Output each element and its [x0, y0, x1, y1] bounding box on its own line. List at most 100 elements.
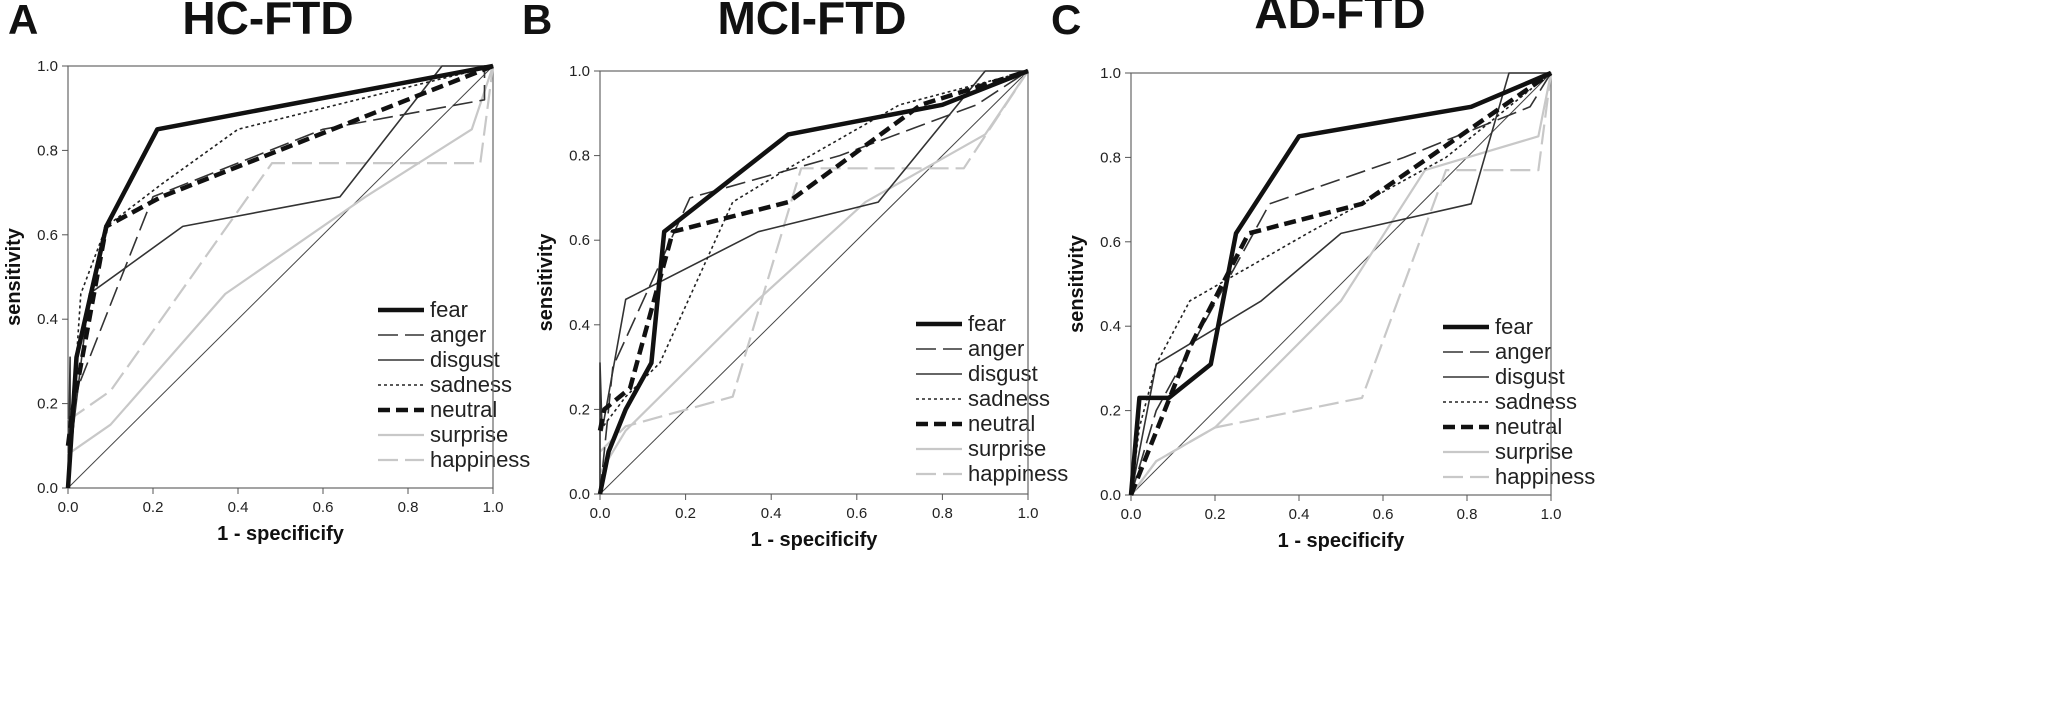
y-tick-label: 0.4: [569, 317, 590, 334]
panel-letter: A: [8, 0, 38, 43]
x-tick-label: 0.6: [846, 505, 867, 522]
y-tick-label: 0.8: [1100, 149, 1121, 166]
y-axis-label: sensitivity: [535, 233, 557, 332]
legend-label-surprise: surprise: [1495, 439, 1573, 464]
legend-label-disgust: disgust: [430, 347, 500, 372]
legend-label-fear: fear: [430, 297, 468, 322]
y-tick-label: 0.0: [569, 486, 590, 503]
y-tick-label: 0.6: [569, 232, 590, 249]
legend-label-fear: fear: [968, 311, 1006, 336]
x-tick-label: 0.4: [228, 499, 249, 516]
panel-c: C AD-FTD 1 - specificify sensitivity 0.0…: [1051, 0, 1595, 552]
legend-label-neutral: neutral: [430, 397, 497, 422]
legend: fear anger disgust sadness neutral surpr…: [378, 297, 530, 472]
legend-label-sadness: sadness: [1495, 389, 1577, 414]
x-tick-label: 0.2: [143, 499, 164, 516]
panel-title: MCI-FTD: [717, 0, 906, 44]
panel-b: B MCI-FTD 1 - specificify sensitivity 0.…: [522, 0, 1068, 551]
series-line-happiness: [67, 65, 495, 422]
reference-diagonal: [67, 65, 494, 489]
x-tick-label: 1.0: [1541, 506, 1562, 523]
y-tick-label: 1.0: [37, 58, 58, 75]
plot-frame: [1130, 72, 1552, 496]
x-tick-label: 0.4: [761, 505, 782, 522]
panel-a: A HC-FTD 1 - specificify sensitivity 0.0…: [3, 0, 530, 545]
y-tick-label: 0.0: [37, 480, 58, 497]
y-tick-label: 0.8: [37, 142, 58, 159]
x-tick-label: 0.0: [1121, 506, 1142, 523]
y-axis-label: sensitivity: [3, 227, 25, 326]
x-tick-label: 0.2: [675, 505, 696, 522]
reference-diagonal: [599, 70, 1029, 495]
x-tick-label: 0.6: [1373, 506, 1394, 523]
y-tick-label: 0.2: [569, 401, 590, 418]
y-axis-label: sensitivity: [1066, 234, 1088, 333]
x-tick-label: 0.0: [58, 499, 79, 516]
tick-group: 0.0 0.2 0.4 0.6 0.8 1.0 0.0 0.2 0.4 0.6 …: [569, 63, 1038, 522]
legend: fear anger disgust sadness neutral surpr…: [916, 311, 1068, 486]
x-tick-label: 0.8: [398, 499, 419, 516]
y-tick-label: 0.2: [37, 396, 58, 413]
series-line-surprise: [67, 65, 495, 456]
y-tick-label: 0.4: [1100, 318, 1121, 335]
x-axis-label: 1 - specificify: [1278, 530, 1406, 552]
x-axis-label: 1 - specificify: [751, 529, 879, 551]
plot-frame: [67, 65, 494, 489]
y-tick-label: 0.4: [37, 311, 58, 328]
legend-label-anger: anger: [1495, 339, 1551, 364]
legend-label-surprise: surprise: [430, 422, 508, 447]
y-tick-label: 0.8: [569, 148, 590, 165]
series-line-disgust: [67, 65, 493, 489]
legend-label-happiness: happiness: [430, 447, 530, 472]
x-tick-label: 0.8: [1457, 506, 1478, 523]
legend-label-disgust: disgust: [968, 361, 1038, 386]
legend-label-anger: anger: [430, 322, 486, 347]
series-line-neutral: [1128, 71, 1553, 496]
y-tick-label: 1.0: [1100, 65, 1121, 82]
series-line-sadness: [1130, 72, 1552, 496]
x-tick-label: 1.0: [1018, 505, 1039, 522]
y-tick-label: 1.0: [569, 63, 590, 80]
y-tick-label: 0.6: [1100, 234, 1121, 251]
x-tick-label: 0.4: [1289, 506, 1310, 523]
series-line-anger: [599, 70, 1029, 495]
legend-label-neutral: neutral: [968, 411, 1035, 436]
legend-label-anger: anger: [968, 336, 1024, 361]
legend-label-happiness: happiness: [968, 461, 1068, 486]
legend-label-surprise: surprise: [968, 436, 1046, 461]
legend-label-neutral: neutral: [1495, 414, 1562, 439]
series-line-fear: [597, 68, 1029, 495]
y-tick-label: 0.0: [1100, 487, 1121, 504]
y-tick-label: 0.6: [37, 227, 58, 244]
x-tick-label: 0.6: [313, 499, 334, 516]
series-line-sadness: [599, 70, 1029, 432]
y-tick-label: 0.2: [1100, 403, 1121, 420]
legend: fear anger disgust sadness neutral surpr…: [1443, 314, 1595, 489]
series-line-happiness: [1130, 72, 1553, 496]
panel-letter: C: [1051, 0, 1081, 43]
legend-label-happiness: happiness: [1495, 464, 1595, 489]
x-tick-label: 0.0: [590, 505, 611, 522]
series-line-fear: [1128, 70, 1552, 496]
legend-label-fear: fear: [1495, 314, 1533, 339]
x-tick-label: 1.0: [483, 499, 504, 516]
legend-label-sadness: sadness: [430, 372, 512, 397]
x-tick-label: 0.8: [932, 505, 953, 522]
x-axis-label: 1 - specificify: [217, 523, 345, 545]
plot-frame: [599, 70, 1029, 495]
series-line-happiness: [599, 70, 1029, 453]
panel-title: HC-FTD: [182, 0, 353, 44]
tick-group: 0.0 0.2 0.4 0.6 0.8 1.0 0.0 0.2 0.4 0.6 …: [37, 58, 503, 516]
reference-diagonal: [1130, 72, 1552, 496]
tick-group: 0.0 0.2 0.4 0.6 0.8 1.0 0.0 0.2 0.4 0.6 …: [1100, 65, 1561, 523]
panel-title: AD-FTD: [1254, 0, 1425, 38]
series-line-neutral: [597, 68, 1029, 432]
x-tick-label: 0.2: [1205, 506, 1226, 523]
legend-label-disgust: disgust: [1495, 364, 1565, 389]
series-line-anger: [1130, 72, 1552, 496]
legend-label-sadness: sadness: [968, 386, 1050, 411]
series-line-fear: [65, 63, 494, 489]
panel-letter: B: [522, 0, 552, 43]
